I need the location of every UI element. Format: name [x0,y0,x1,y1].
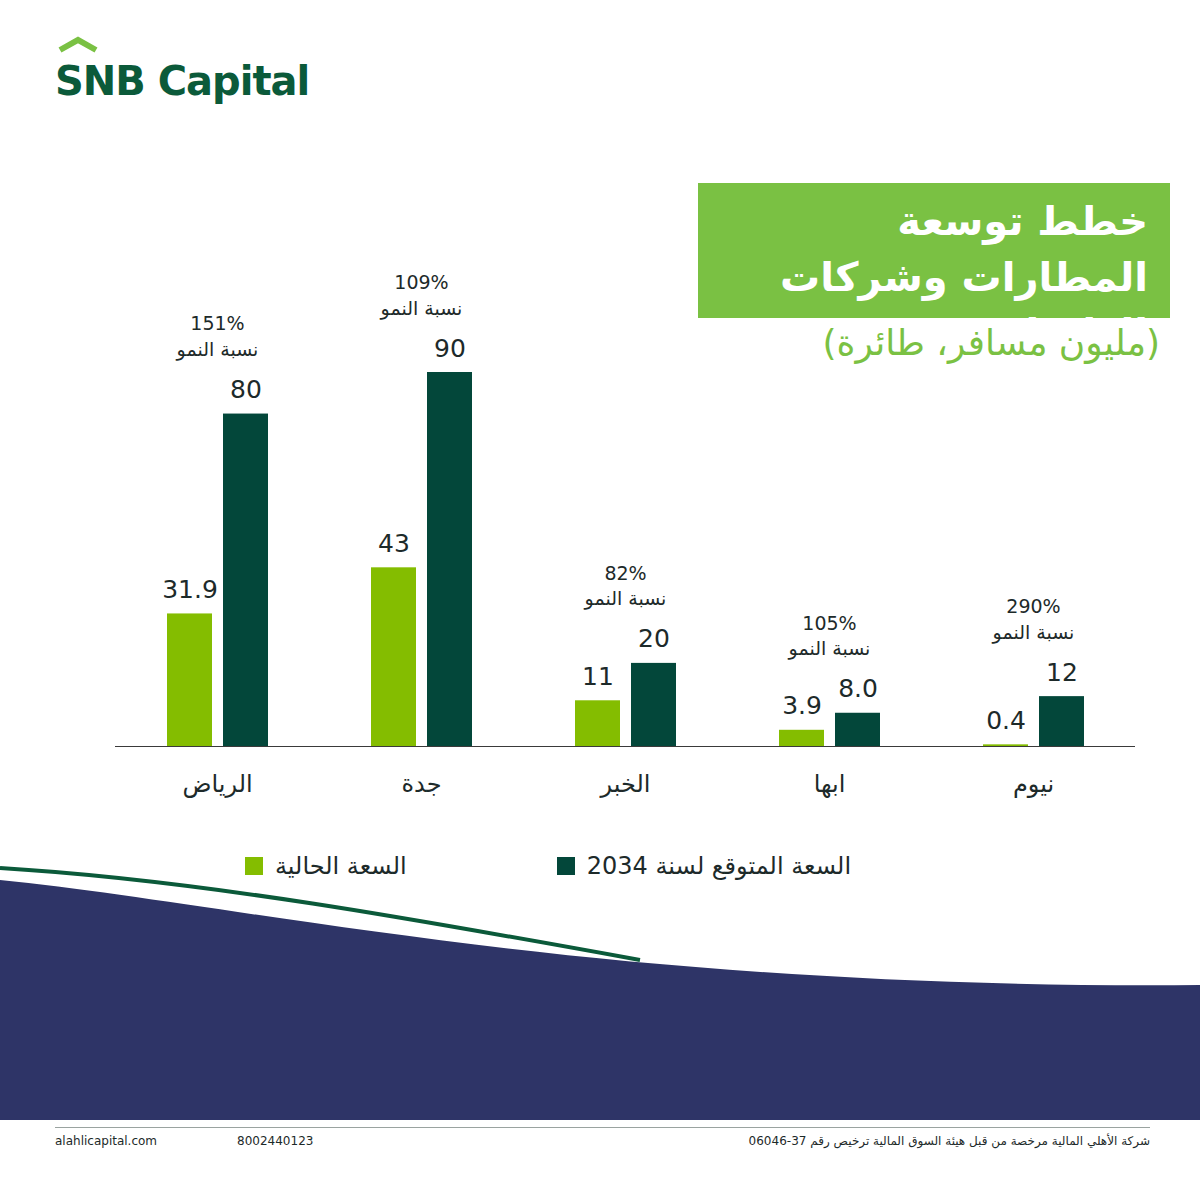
svg-text:نيوم: نيوم [1013,770,1054,798]
svg-text:0.4: 0.4 [986,706,1026,735]
svg-text:80: 80 [230,375,262,404]
html-text:السعة الحالية: السعة الحالية [275,852,407,880]
svg-text:151%نسبة النمو: 151%نسبة النمو [176,312,259,361]
svg-text:82%نسبة النمو: 82%نسبة النمو [584,562,667,611]
svg-text:105%نسبة النمو: 105%نسبة النمو [788,612,871,661]
svg-text:43: 43 [378,529,410,558]
svg-text:11: 11 [582,662,614,691]
svg-text:3.9: 3.9 [782,691,822,720]
svg-text:ابها: ابها [814,770,846,798]
html-text:8002440123: 8002440123 [237,1134,314,1148]
svg-text:109%نسبة النمو: 109%نسبة النمو [380,271,463,320]
html-text:alahlicapital.com: alahlicapital.com [55,1134,158,1148]
html-text:السعة المتوقع لسنة 2034: السعة المتوقع لسنة 2034 [586,852,851,880]
html-text:(مليون مسافر، طائرة): (مليون مسافر، طائرة) [822,322,1160,363]
svg-text:90: 90 [434,334,466,363]
svg-text:290%نسبة النمو: 290%نسبة النمو [992,595,1075,644]
svg-text:الخبر: الخبر [600,770,651,798]
svg-text:12: 12 [1046,658,1078,687]
svg-text:20: 20 [638,624,670,653]
html-text:شركة الأهلي المالية مرخصة من ق: شركة الأهلي المالية مرخصة من قبل هيئة ال… [748,1134,1150,1148]
html-text:SNB Capital: SNB Capital [55,58,310,104]
html-text:خطط توسعة المطارات وشركات الطي: خطط توسعة المطارات وشركات الطيران [780,198,1148,356]
svg-text:الرياض: الرياض [182,770,252,798]
svg-text:جدة: جدة [401,770,441,798]
svg-text:8.0: 8.0 [838,674,878,703]
svg-text:31.9: 31.9 [162,575,218,604]
